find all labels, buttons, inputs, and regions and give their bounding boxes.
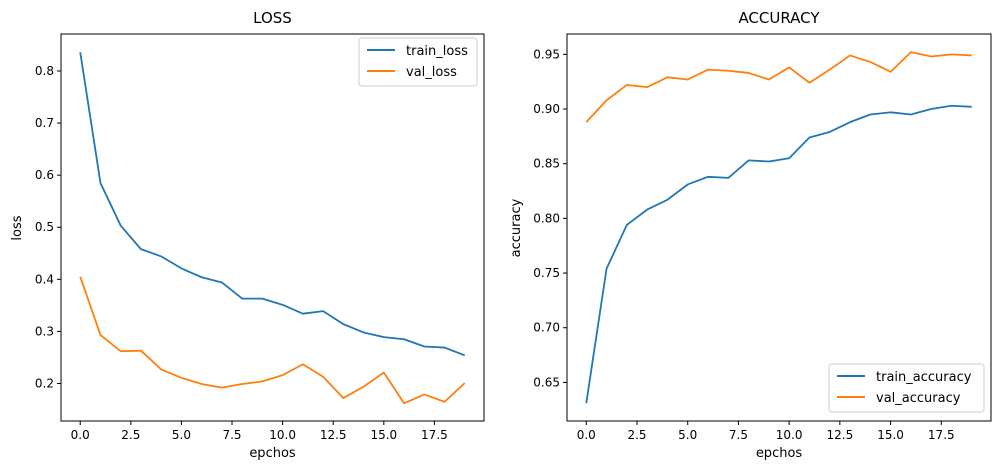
accuracy-chart-ylabel: accuracy xyxy=(509,198,524,257)
loss-xtick-label: 10.0 xyxy=(269,428,296,442)
loss-xtick-label: 17.5 xyxy=(421,428,448,442)
accuracy-chart-title: ACCURACY xyxy=(738,9,820,27)
loss-xtick-label: 0.0 xyxy=(71,428,90,442)
loss-xtick-label: 12.5 xyxy=(320,428,347,442)
loss-legend-label-val: val_loss xyxy=(406,65,457,80)
accuracy-ytick-label: 0.85 xyxy=(533,157,560,171)
accuracy-xtick-label: 10.0 xyxy=(776,428,803,442)
accuracy-chart-legend: train_accuracy val_accuracy xyxy=(828,363,985,413)
loss-ytick-label: 0.2 xyxy=(35,376,54,390)
accuracy-xtick-label: 0.0 xyxy=(577,428,596,442)
loss-chart-xticks: 0.0 2.5 5.0 7.5 10.0 12.5 15.0 17.5 xyxy=(71,421,448,442)
loss-ytick-label: 0.6 xyxy=(35,168,54,182)
accuracy-xtick-label: 15.0 xyxy=(877,428,904,442)
accuracy-ytick-label: 0.70 xyxy=(533,321,560,335)
loss-chart-ylabel: loss xyxy=(10,215,25,240)
accuracy-ytick-label: 0.90 xyxy=(533,102,560,116)
accuracy-chart-frame xyxy=(566,33,992,422)
loss-xtick-label: 2.5 xyxy=(121,428,140,442)
loss-xtick-label: 7.5 xyxy=(222,428,241,442)
series-line-val_accuracy xyxy=(585,51,972,123)
accuracy-legend-label-val: val_accuracy xyxy=(876,391,961,406)
loss-chart-legend: train_loss val_loss xyxy=(358,37,478,87)
accuracy-xtick-label: 7.5 xyxy=(729,428,748,442)
accuracy-chart-lines xyxy=(585,51,972,404)
loss-chart-title: LOSS xyxy=(253,9,292,27)
loss-legend-label-train: train_loss xyxy=(406,44,468,59)
loss-chart-frame xyxy=(60,33,485,422)
accuracy-xtick-label: 12.5 xyxy=(827,428,854,442)
loss-chart: LOSS epchos loss 0.0 2.5 5.0 7.5 10.0 12.5 15.… xyxy=(10,9,485,461)
loss-xtick-label: 15.0 xyxy=(370,428,397,442)
loss-ytick-label: 0.8 xyxy=(35,64,54,78)
accuracy-ytick-label: 0.80 xyxy=(533,211,560,225)
loss-ytick-label: 0.7 xyxy=(35,116,54,130)
series-line-train_loss xyxy=(79,52,466,357)
loss-ytick-label: 0.5 xyxy=(35,220,54,234)
accuracy-ytick-label: 0.65 xyxy=(533,375,560,389)
loss-chart-lines xyxy=(79,52,466,405)
accuracy-legend-box xyxy=(828,363,985,413)
loss-xtick-label: 5.0 xyxy=(172,428,191,442)
accuracy-xtick-label: 2.5 xyxy=(627,428,646,442)
accuracy-ytick-label: 0.75 xyxy=(533,266,560,280)
series-line-train_accuracy xyxy=(585,104,972,404)
accuracy-ytick-label: 0.95 xyxy=(533,47,560,61)
loss-chart-yticks: 0.2 0.3 0.4 0.5 0.6 0.7 0.8 xyxy=(35,64,61,390)
accuracy-xtick-label: 17.5 xyxy=(928,428,955,442)
series-line-val_loss xyxy=(79,276,466,405)
accuracy-chart: ACCURACY epchos accuracy 0.0 2.5 5.0 7.5 10.… xyxy=(509,9,992,461)
accuracy-legend-label-train: train_accuracy xyxy=(876,370,972,385)
accuracy-chart-xticks: 0.0 2.5 5.0 7.5 10.0 12.5 15.0 17.5 xyxy=(577,421,955,442)
accuracy-xtick-label: 5.0 xyxy=(678,428,697,442)
accuracy-chart-xlabel: epchos xyxy=(756,446,803,461)
loss-chart-xlabel: epchos xyxy=(249,446,296,461)
loss-ytick-label: 0.4 xyxy=(35,272,54,286)
loss-ytick-label: 0.3 xyxy=(35,324,54,338)
accuracy-chart-yticks: 0.65 0.70 0.75 0.80 0.85 0.90 0.95 xyxy=(533,47,567,389)
